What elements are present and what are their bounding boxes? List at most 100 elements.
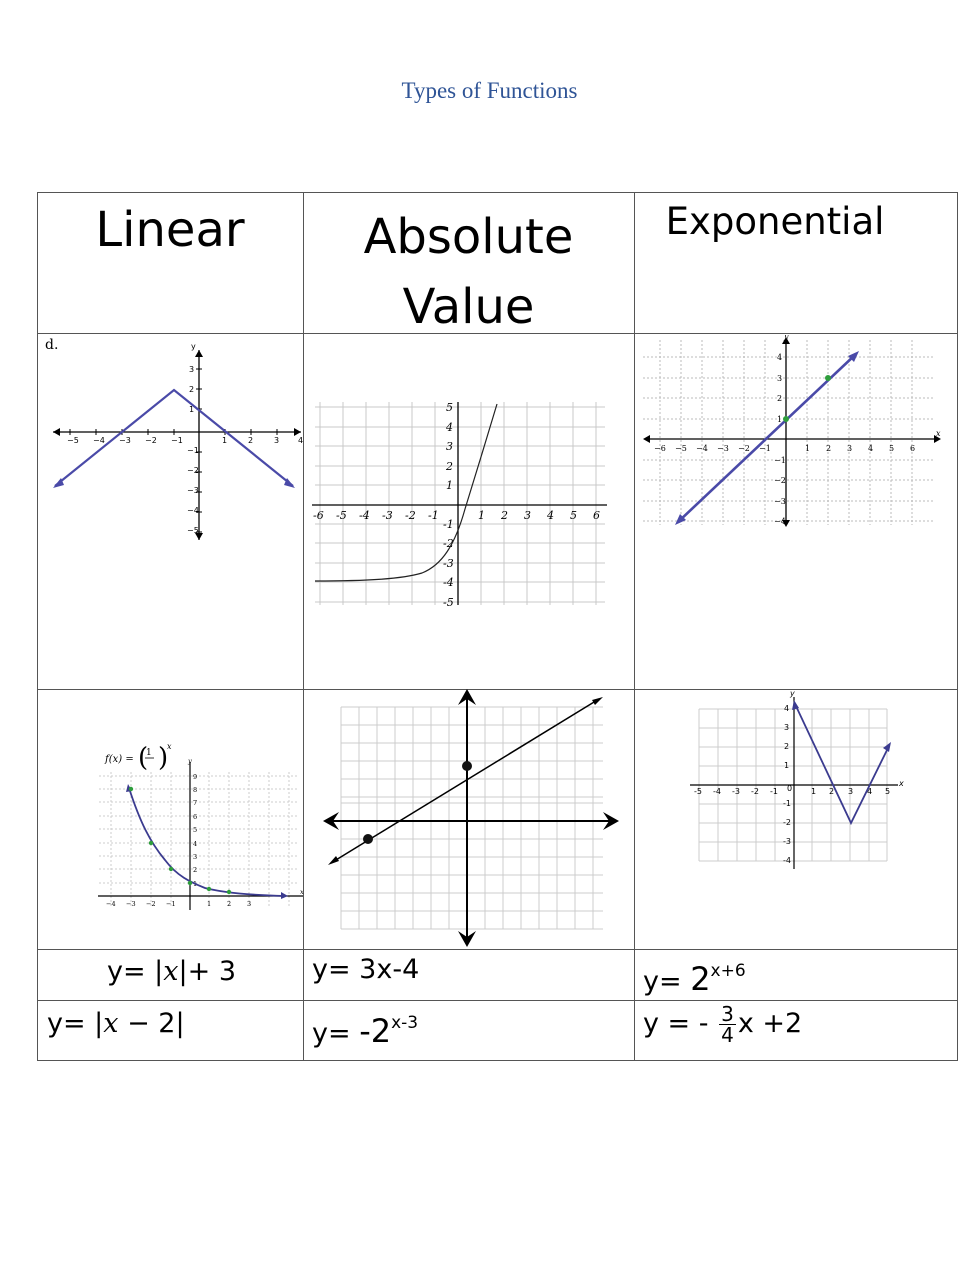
svg-text:1: 1 — [478, 509, 485, 522]
svg-text:−2: −2 — [738, 444, 750, 453]
equation-2-to-x-plus-6: y= 2x+6 — [643, 960, 746, 998]
header-linear: Linear — [95, 202, 245, 258]
svg-text:6: 6 — [910, 444, 915, 453]
svg-text:4: 4 — [867, 787, 872, 796]
header-absolute-value: Absolute Value — [303, 202, 634, 342]
svg-text:y: y — [191, 342, 196, 351]
svg-text:2: 2 — [227, 900, 231, 908]
svg-text:4: 4 — [777, 353, 782, 362]
svg-text:(: ( — [138, 743, 148, 773]
svg-text:1: 1 — [777, 415, 782, 424]
svg-text:−3: −3 — [119, 436, 131, 445]
svg-text:4: 4 — [445, 421, 453, 434]
header-exponential: Exponential — [665, 200, 885, 243]
graph-linear-line: −6 −5 −4 −3 −2 −1 1 2 3 4 5 6 x y 4 3 2 1 −1 −2 −3 −4 — [638, 335, 944, 530]
svg-text:-3: -3 — [443, 557, 454, 570]
svg-text:6: 6 — [593, 509, 600, 522]
svg-text:−2: −2 — [145, 436, 157, 445]
graph-line-two-points — [309, 689, 627, 949]
svg-text:−5: −5 — [675, 444, 687, 453]
svg-text:): ) — [158, 743, 168, 773]
svg-text:5: 5 — [889, 444, 894, 453]
equation-abs-x-plus-3: y= |x|+ 3 — [107, 956, 236, 987]
svg-text:−5: −5 — [187, 526, 199, 535]
svg-text:2: 2 — [826, 444, 831, 453]
svg-text:2: 2 — [829, 787, 834, 796]
svg-text:1: 1 — [189, 405, 194, 414]
svg-text:x: x — [898, 779, 904, 788]
svg-text:-1: -1 — [770, 787, 778, 796]
svg-text:-6: -6 — [313, 509, 324, 522]
svg-text:3: 3 — [777, 374, 782, 383]
functions-table: Linear Absolute Value Exponential d. −5−… — [37, 192, 958, 1061]
svg-text:-4: -4 — [443, 576, 454, 589]
svg-text:3: 3 — [848, 787, 853, 796]
svg-text:1: 1 — [207, 900, 211, 908]
graph4-fn-exp: x — [167, 742, 172, 751]
svg-text:3: 3 — [247, 900, 251, 908]
graph4-fn-num: 1 — [146, 748, 152, 758]
svg-text:-1: -1 — [443, 518, 454, 531]
svg-text:5: 5 — [570, 509, 577, 522]
equation-3x-minus-4: y= 3x-4 — [312, 954, 420, 985]
graph-absolute-value-up: -5 -4 -3 -2 -1 0 1 2 3 4 5 x y 4 3 2 1 -1 -2 -3 -4 — [674, 689, 920, 872]
svg-text:2: 2 — [500, 509, 508, 522]
graph1-label: d. — [45, 337, 58, 353]
svg-text:1: 1 — [811, 787, 816, 796]
svg-text:-2: -2 — [751, 787, 759, 796]
svg-text:−3: −3 — [187, 486, 199, 495]
svg-text:−6: −6 — [654, 444, 666, 453]
svg-text:-5: -5 — [443, 596, 454, 609]
svg-text:-3: -3 — [732, 787, 740, 796]
svg-text:9: 9 — [193, 773, 197, 781]
svg-text:-3: -3 — [783, 837, 791, 846]
svg-text:−4: −4 — [696, 444, 708, 453]
svg-text:−4: −4 — [187, 506, 199, 515]
svg-text:-4: -4 — [359, 509, 370, 522]
svg-text:-5: -5 — [694, 787, 702, 796]
svg-text:−5: −5 — [67, 436, 79, 445]
svg-text:3: 3 — [784, 723, 789, 732]
svg-text:2: 2 — [189, 385, 194, 394]
svg-text:3: 3 — [193, 853, 197, 861]
equation-abs-x-minus-2: y= |x − 2| — [47, 1008, 185, 1039]
svg-text:-2: -2 — [405, 509, 416, 522]
svg-text:3: 3 — [847, 444, 852, 453]
svg-text:4: 4 — [193, 840, 197, 848]
svg-text:-4: -4 — [783, 856, 791, 865]
svg-text:6: 6 — [193, 813, 197, 821]
svg-text:3: 3 — [274, 436, 279, 445]
svg-text:5: 5 — [446, 401, 453, 414]
svg-text:5: 5 — [193, 826, 197, 834]
svg-text:−2: −2 — [146, 900, 156, 908]
svg-text:4: 4 — [868, 444, 873, 453]
svg-text:−3: −3 — [717, 444, 729, 453]
svg-text:8: 8 — [193, 786, 197, 794]
equation-neg-2-to-x-minus-3: y= -2x-3 — [312, 1012, 419, 1050]
svg-text:1: 1 — [446, 479, 453, 492]
svg-text:1: 1 — [222, 436, 227, 445]
svg-text:0: 0 — [787, 784, 792, 793]
page-title: Types of Functions — [401, 78, 578, 103]
svg-text:-1: -1 — [428, 509, 439, 522]
svg-text:-2: -2 — [783, 818, 791, 827]
svg-text:−2: −2 — [774, 476, 786, 485]
svg-text:−3: −3 — [774, 497, 786, 506]
svg-text:−1: −1 — [171, 436, 183, 445]
graph-exponential-curve: -6 -5 -4 -3 -2 -1 1 2 3 4 5 6 5 4 3 2 1 -1 -2 -3 -4 -5 — [307, 397, 611, 612]
svg-text:−4: −4 — [774, 517, 786, 526]
svg-text:x: x — [300, 888, 304, 896]
svg-text:1: 1 — [784, 761, 789, 770]
svg-text:-5: -5 — [336, 509, 347, 522]
svg-text:3: 3 — [446, 440, 453, 453]
svg-text:−1: −1 — [774, 456, 786, 465]
svg-text:-3: -3 — [382, 509, 393, 522]
svg-text:7: 7 — [193, 799, 197, 807]
svg-text:3: 3 — [189, 365, 194, 374]
svg-text:y: y — [783, 335, 789, 341]
svg-text:−1: −1 — [187, 446, 199, 455]
svg-text:2: 2 — [193, 866, 197, 874]
